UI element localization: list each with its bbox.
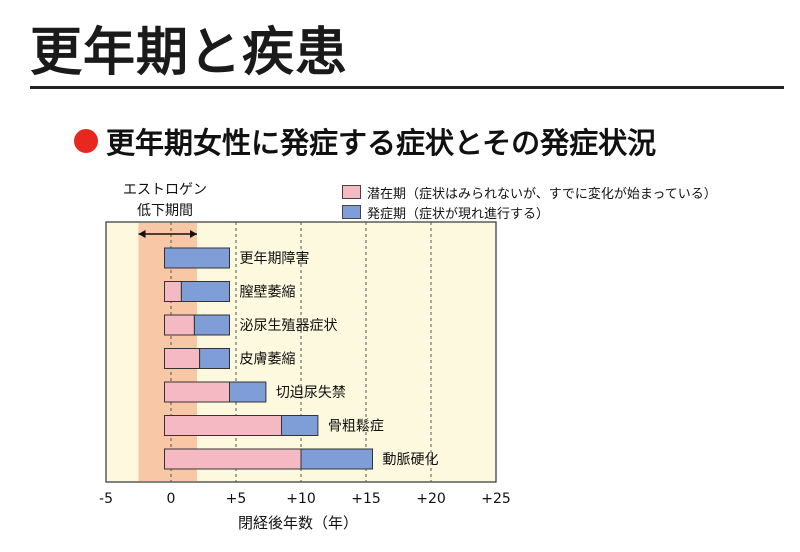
legend-label-onset: 発症期（症状が現れ進行する） (367, 206, 550, 222)
page-title: 更年期と疾患 (30, 23, 349, 83)
x-tick-label: +20 (416, 491, 446, 507)
bar-onset (300, 448, 373, 470)
bar-latent (164, 281, 182, 302)
bar-onset (281, 415, 319, 436)
legend-item-onset: 発症期（症状が現れ進行する） (342, 202, 717, 222)
title-divider (30, 86, 784, 89)
x-tick-label: +10 (286, 491, 316, 507)
legend-item-latent: 潜在期（症状はみられないが、すでに変化が始まっている） (342, 182, 717, 202)
x-tick-label: +15 (351, 491, 381, 507)
estrogen-label-line2: 低下期間 (137, 203, 193, 219)
x-tick-label: +25 (481, 491, 511, 507)
onset-swatch (342, 205, 361, 219)
legend-label-latent: 潜在期（症状はみられないが、すでに変化が始まっている） (367, 186, 717, 202)
bar-onset (164, 247, 230, 269)
bar-onset (199, 348, 231, 369)
red-bullet-icon (74, 129, 98, 153)
slide-subtitle: 更年期女性に発症する症状とその発症状況 (74, 120, 656, 162)
bar-category-label: 泌尿生殖器症状 (240, 317, 338, 334)
bar-latent (164, 415, 282, 436)
bar-category-label: 動脈硬化 (383, 452, 439, 468)
legend: 潜在期（症状はみられないが、すでに変化が始まっている） 発症期（症状が現れ進行す… (342, 182, 717, 222)
x-axis-title: 閉経後年数（年） (238, 514, 359, 532)
bar-category-label: 切迫尿失禁 (276, 385, 346, 401)
x-tick-label: -5 (99, 491, 113, 507)
bar-latent (164, 314, 195, 336)
bar-category-label: 膣壁萎縮 (240, 284, 296, 301)
bar-category-label: 皮膚萎縮 (240, 352, 296, 368)
bar-latent (164, 448, 302, 470)
arrow-right-icon (190, 230, 197, 238)
x-tick-label: +5 (226, 491, 247, 507)
x-tick-label: 0 (167, 491, 176, 507)
bar-latent (164, 381, 230, 403)
estrogen-label-line1: エストロゲン (123, 182, 207, 198)
bar-category-label: 骨粗鬆症 (328, 419, 384, 435)
subtitle-text: 更年期女性に発症する症状とその発症状況 (106, 126, 657, 160)
arrow-left-icon (138, 230, 146, 238)
bar-onset (180, 281, 230, 302)
latent-swatch (342, 185, 361, 199)
bar-onset (229, 381, 267, 403)
estrogen-annotation: エストロゲン 低下期間 (110, 180, 220, 222)
bar-onset (193, 314, 230, 336)
bar-latent (164, 348, 201, 369)
bar-category-label: 更年期障害 (240, 251, 310, 267)
